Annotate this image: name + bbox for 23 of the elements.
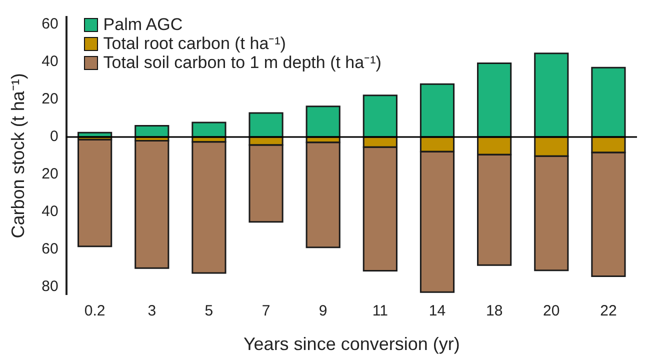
y-tick-label: 0 [50,128,58,146]
y-tick-label: 60 [42,16,58,33]
y-tick-label: 20 [42,166,58,183]
x-tick-label: 9 [318,302,328,320]
x-tick-label: 0.2 [84,302,106,320]
y-axis-title: Carbon stock (t ha⁻¹) [8,73,28,238]
y-tick-label: 40 [42,53,58,70]
x-tick-label: 22 [600,302,617,320]
legend-label: Total soil carbon to 1 m depth (t ha⁻¹) [103,53,382,72]
x-tick-label: 3 [148,302,156,320]
y-tick-label: 60 [42,240,58,258]
x-tick-label: 11 [372,302,388,320]
x-tick-label: 18 [486,302,503,320]
x-axis-title: Years since conversion (yr) [243,334,460,354]
y-tick-label: 20 [42,90,58,108]
x-tick-label: 7 [262,302,270,320]
x-tick-label: 20 [543,302,560,320]
y-tick-label: 40 [42,203,58,220]
legend-label: Total root carbon (t ha⁻¹) [103,34,286,53]
x-tick-label: 14 [428,302,446,320]
legend-label: Palm AGC [103,15,183,34]
x-tick-label: 5 [204,302,214,320]
y-tick-label: 80 [42,278,58,296]
